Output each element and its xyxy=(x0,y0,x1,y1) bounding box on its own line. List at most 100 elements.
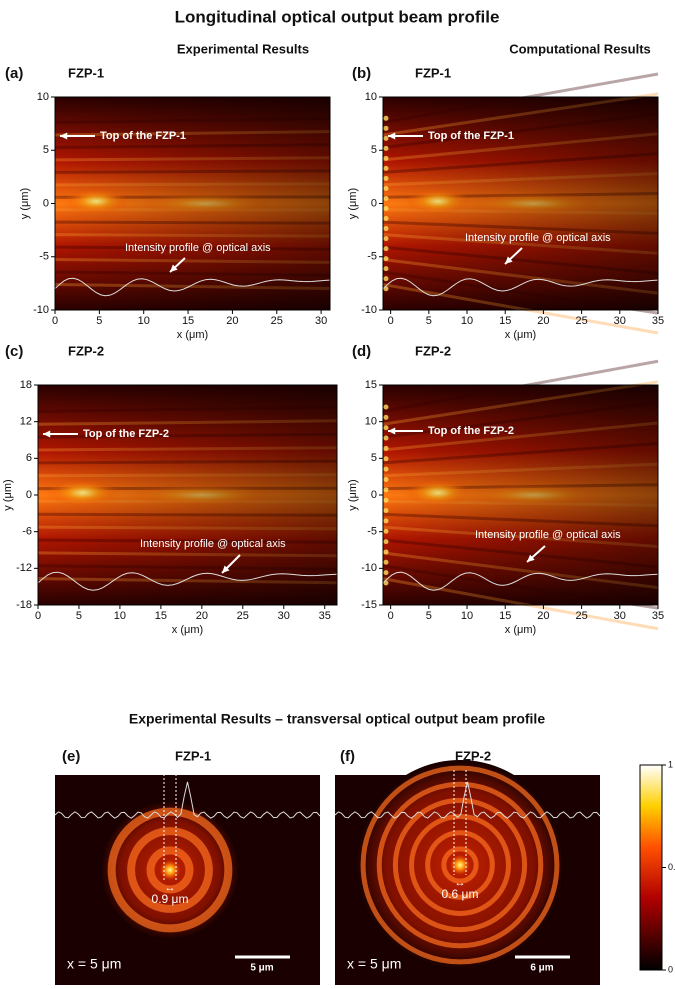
y-tick-label: -5 xyxy=(367,526,377,538)
arrow-symbol: ↔ xyxy=(165,882,176,894)
y-tick-label: -10 xyxy=(33,304,49,316)
panel-name: FZP-1 xyxy=(175,748,211,763)
zone-spot xyxy=(383,125,389,131)
y-axis-label: y (μm) xyxy=(347,479,359,510)
scale-label: 6 μm xyxy=(530,963,553,974)
x-tick-label: 25 xyxy=(271,315,283,327)
column-heading: Experimental Results xyxy=(177,41,309,56)
profile-line xyxy=(382,277,659,297)
x-tick-label: 25 xyxy=(575,315,587,327)
zone-spot xyxy=(383,497,389,503)
x-tick-label: 35 xyxy=(652,315,664,327)
x-tick-label: 30 xyxy=(614,315,626,327)
zone-spot xyxy=(383,425,389,431)
zone-spot xyxy=(383,185,389,191)
zone-spot xyxy=(383,539,389,545)
y-tick-label: 10 xyxy=(365,416,377,428)
y-tick-label: 10 xyxy=(365,91,377,103)
scale-label: 5 μm xyxy=(250,963,273,974)
panel-name: FZP-1 xyxy=(415,65,451,80)
arrow-head xyxy=(60,132,68,140)
y-tick-label: 15 xyxy=(365,379,377,391)
position-label: x = 5 μm xyxy=(347,956,401,972)
x-tick-label: 0 xyxy=(388,610,394,622)
shade xyxy=(383,97,658,310)
x-tick-label: 25 xyxy=(237,610,249,622)
x-tick-label: 0 xyxy=(35,610,41,622)
zone-spot xyxy=(383,508,389,514)
zone-spot xyxy=(383,155,389,161)
zone-spot xyxy=(383,135,389,141)
zone-spot xyxy=(383,236,389,242)
zone-spot xyxy=(383,206,389,212)
zone-spot xyxy=(383,414,389,420)
panel-label: (b) xyxy=(352,65,371,82)
arrow-head xyxy=(222,565,230,573)
profile-line xyxy=(334,781,601,819)
zone-spot xyxy=(383,266,389,272)
position-label: x = 5 μm xyxy=(67,956,121,972)
zone-spot xyxy=(383,549,389,555)
zone-spot xyxy=(383,487,389,493)
zone-spot xyxy=(383,404,389,410)
zone-spot xyxy=(383,195,389,201)
x-tick-label: 30 xyxy=(315,315,327,327)
x-tick-label: 20 xyxy=(196,610,208,622)
x-tick-label: 25 xyxy=(575,610,587,622)
arrow-head xyxy=(43,430,51,438)
y-tick-label: 5 xyxy=(43,144,49,156)
panel-label: (a) xyxy=(5,65,23,82)
x-tick-label: 5 xyxy=(96,315,102,327)
zone-spot xyxy=(383,226,389,232)
zone-spot xyxy=(383,246,389,252)
colorbar-tick-label: 0.5 xyxy=(668,862,675,872)
x-tick-label: 5 xyxy=(76,610,82,622)
x-tick-label: 35 xyxy=(319,610,331,622)
y-tick-label: 5 xyxy=(371,144,377,156)
x-axis-label: x (μm) xyxy=(505,329,536,341)
ring xyxy=(107,807,233,933)
x-axis-label: x (μm) xyxy=(505,624,536,636)
y-axis-label: y (μm) xyxy=(19,188,31,219)
panel-label: (f) xyxy=(340,748,355,765)
zone-spot xyxy=(383,435,389,441)
panel-label: (d) xyxy=(352,343,371,360)
y-tick-label: -5 xyxy=(39,251,49,263)
y-tick-label: 0 xyxy=(371,197,377,209)
zone-spot xyxy=(383,476,389,482)
x-tick-label: 0 xyxy=(388,315,394,327)
annotation: Top of the FZP-1 xyxy=(100,130,186,142)
x-tick-label: 35 xyxy=(652,610,664,622)
ring xyxy=(127,827,213,913)
x-tick-label: 10 xyxy=(461,610,473,622)
center-spot xyxy=(160,860,180,880)
ring xyxy=(392,797,528,933)
x-axis-label: x (μm) xyxy=(177,329,208,341)
annotation: Intensity profile @ optical axis xyxy=(465,232,611,244)
annotation: Top of the FZP-2 xyxy=(83,428,169,440)
arrow-head xyxy=(170,264,178,272)
colorbar xyxy=(639,764,663,971)
profile-line xyxy=(382,571,659,591)
annotation: Intensity profile @ optical axis xyxy=(475,529,621,541)
figure-title: Longitudinal optical output beam profile xyxy=(175,7,500,26)
y-tick-label: 6 xyxy=(26,452,32,464)
panel-name: FZP-1 xyxy=(68,65,104,80)
ring xyxy=(376,781,544,949)
zone-spot xyxy=(383,256,389,262)
annotation: Top of the FZP-1 xyxy=(428,130,514,142)
arrow-head xyxy=(527,554,535,562)
y-tick-label: 12 xyxy=(20,416,32,428)
x-tick-label: 20 xyxy=(537,610,549,622)
zone-spot xyxy=(383,466,389,472)
profile-line xyxy=(37,571,338,591)
colorbar-tick-label: 1 xyxy=(668,759,673,769)
zone-spot xyxy=(383,165,389,171)
zone-spot xyxy=(383,559,389,565)
y-tick-label: 0 xyxy=(371,489,377,501)
zone-spot xyxy=(383,445,389,451)
shade xyxy=(55,97,330,310)
zone-spot xyxy=(383,528,389,534)
y-tick-label: 5 xyxy=(371,452,377,464)
panel-name: FZP-2 xyxy=(68,343,104,358)
